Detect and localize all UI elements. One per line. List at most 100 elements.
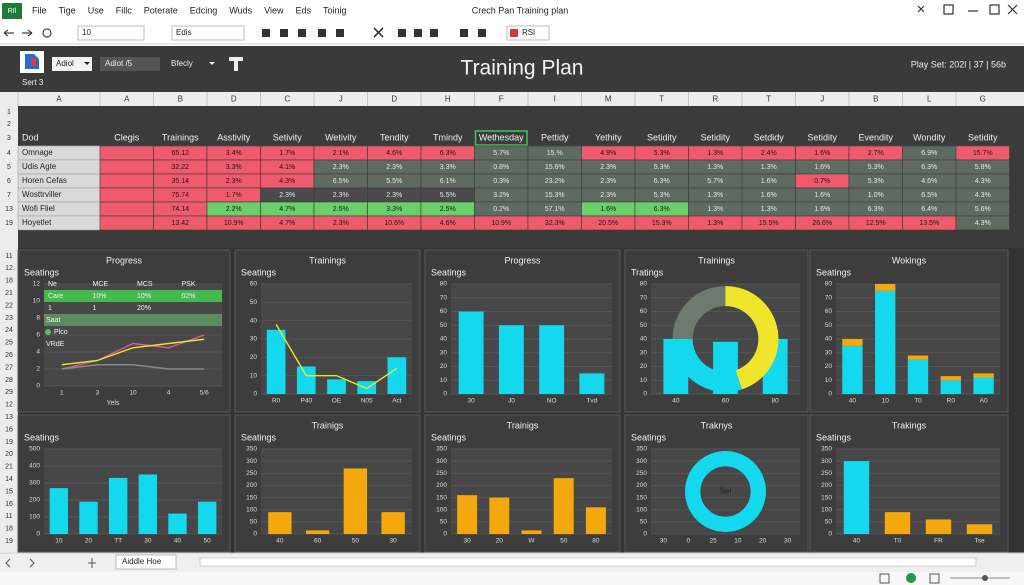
menu-item[interactable]: Tige <box>59 5 76 15</box>
sheet-tab[interactable] <box>115 554 177 570</box>
y-tick-label: 0 <box>643 531 647 538</box>
bar <box>343 468 368 534</box>
row-number: 16 <box>5 501 13 508</box>
y-tick-label: 0 <box>36 383 40 390</box>
row-number: 13 <box>5 414 13 421</box>
column-header: Trainings <box>162 132 199 142</box>
menu-item[interactable]: File <box>32 5 47 15</box>
row-number: 19 <box>5 439 13 446</box>
menu-item[interactable]: Eds <box>295 5 311 15</box>
panel-subtitle: Seatings <box>816 267 852 277</box>
menu-item[interactable]: Poterate <box>144 5 178 15</box>
dropdown-label[interactable]: Bfecly <box>171 59 193 68</box>
maximize[interactable] <box>989 4 1000 15</box>
tool-icon[interactable] <box>460 29 468 37</box>
cell-value: 6.5% <box>333 178 349 185</box>
view-normal[interactable] <box>879 573 890 584</box>
y-tick-label: 20 <box>640 363 648 370</box>
highlighted-header <box>474 130 528 146</box>
y-tick-label: 2 <box>36 366 40 373</box>
row-number: 22 <box>5 302 13 309</box>
status-text: Play Set: 202l | 37 | 56b <box>911 59 1006 69</box>
insert-icon[interactable] <box>229 57 243 71</box>
view-layout[interactable] <box>906 573 916 583</box>
sheet-nav[interactable] <box>5 558 96 568</box>
tool-icon[interactable] <box>414 29 422 37</box>
dropdown[interactable] <box>100 57 160 71</box>
close[interactable] <box>1007 4 1018 15</box>
tool-icon[interactable] <box>262 29 270 37</box>
panel-title: Traknys <box>701 420 733 430</box>
tool-icon[interactable] <box>336 29 344 37</box>
bar-segment <box>973 377 994 394</box>
view-page[interactable] <box>929 573 940 584</box>
row-number: 25 <box>5 340 13 347</box>
pin-icon[interactable] <box>917 5 925 13</box>
menu-item[interactable]: Use <box>88 5 104 15</box>
line-series <box>61 334 205 370</box>
y-tick-label: 0 <box>443 531 447 538</box>
dropdown-label: Adiot /5 <box>105 59 133 68</box>
bar <box>49 488 69 534</box>
x-tick-label: 10 <box>882 398 890 405</box>
cell-value: 4.7% <box>279 220 295 227</box>
menu-item[interactable]: View <box>264 5 284 15</box>
y-tick-label: 80 <box>440 281 448 288</box>
menu-item[interactable]: Edcing <box>190 5 218 15</box>
settings-icon[interactable] <box>943 4 954 15</box>
window-controls[interactable] <box>917 4 1018 15</box>
legend-dot <box>45 329 51 335</box>
tool-icon[interactable] <box>298 29 306 37</box>
bar <box>458 311 484 394</box>
line-series <box>275 323 398 390</box>
cell-value: 5.5% <box>440 192 456 199</box>
menu-item[interactable]: Fillc <box>116 5 132 15</box>
menu-item[interactable]: Wuds <box>229 5 252 15</box>
style-box[interactable] <box>171 25 245 41</box>
column-letter: R <box>712 95 718 104</box>
row-number: 26 <box>5 352 13 359</box>
annotation: VRdE <box>46 341 65 348</box>
column-letter: H <box>445 95 451 104</box>
app-badge: RIl <box>8 8 17 15</box>
prev-sheet[interactable] <box>5 558 11 568</box>
tool-icon[interactable] <box>398 29 406 37</box>
back[interactable] <box>3 29 14 37</box>
nav-icons[interactable] <box>3 28 52 38</box>
cell-value: 4.6% <box>921 178 937 185</box>
x-tick-label: 10 <box>129 390 137 397</box>
format-icons[interactable] <box>262 27 486 38</box>
row-number: 2 <box>7 121 11 128</box>
menu-bar <box>0 0 1024 22</box>
y-tick-label: 100 <box>246 506 257 513</box>
refresh[interactable] <box>42 28 52 38</box>
forward[interactable] <box>22 29 33 37</box>
cell-value: 13.42 <box>171 220 189 227</box>
tool-icon[interactable] <box>280 29 288 37</box>
scrollbar[interactable] <box>199 557 977 567</box>
column-header: Dod <box>22 132 39 142</box>
bar <box>498 325 524 394</box>
bar-segment <box>940 376 961 381</box>
cell-value: 35.14 <box>171 178 189 185</box>
tool-icon[interactable] <box>318 29 326 37</box>
panel-subtitle: Seatings <box>631 432 667 442</box>
dropdown[interactable] <box>52 57 92 71</box>
add-sheet[interactable] <box>88 558 96 568</box>
tool-icon[interactable] <box>430 29 438 37</box>
tool-icon[interactable] <box>373 27 384 38</box>
zoom-thumb[interactable] <box>982 575 988 581</box>
table-cell: 1 <box>48 305 52 312</box>
table-cell: 20% <box>137 305 151 312</box>
y-tick-label: 500 <box>29 446 40 453</box>
tool-icon[interactable] <box>478 29 486 37</box>
x-tick-label: J0 <box>508 398 515 405</box>
cell-value: 15.3% <box>545 192 565 199</box>
next-sheet[interactable] <box>29 558 35 568</box>
bar <box>585 507 606 534</box>
menu-item[interactable]: Toinig <box>323 5 347 15</box>
font-size-box[interactable] <box>77 25 145 41</box>
x-tick-label: 30 <box>463 538 471 545</box>
x-tick-label: 50 <box>560 538 568 545</box>
bar-segment <box>875 290 896 394</box>
